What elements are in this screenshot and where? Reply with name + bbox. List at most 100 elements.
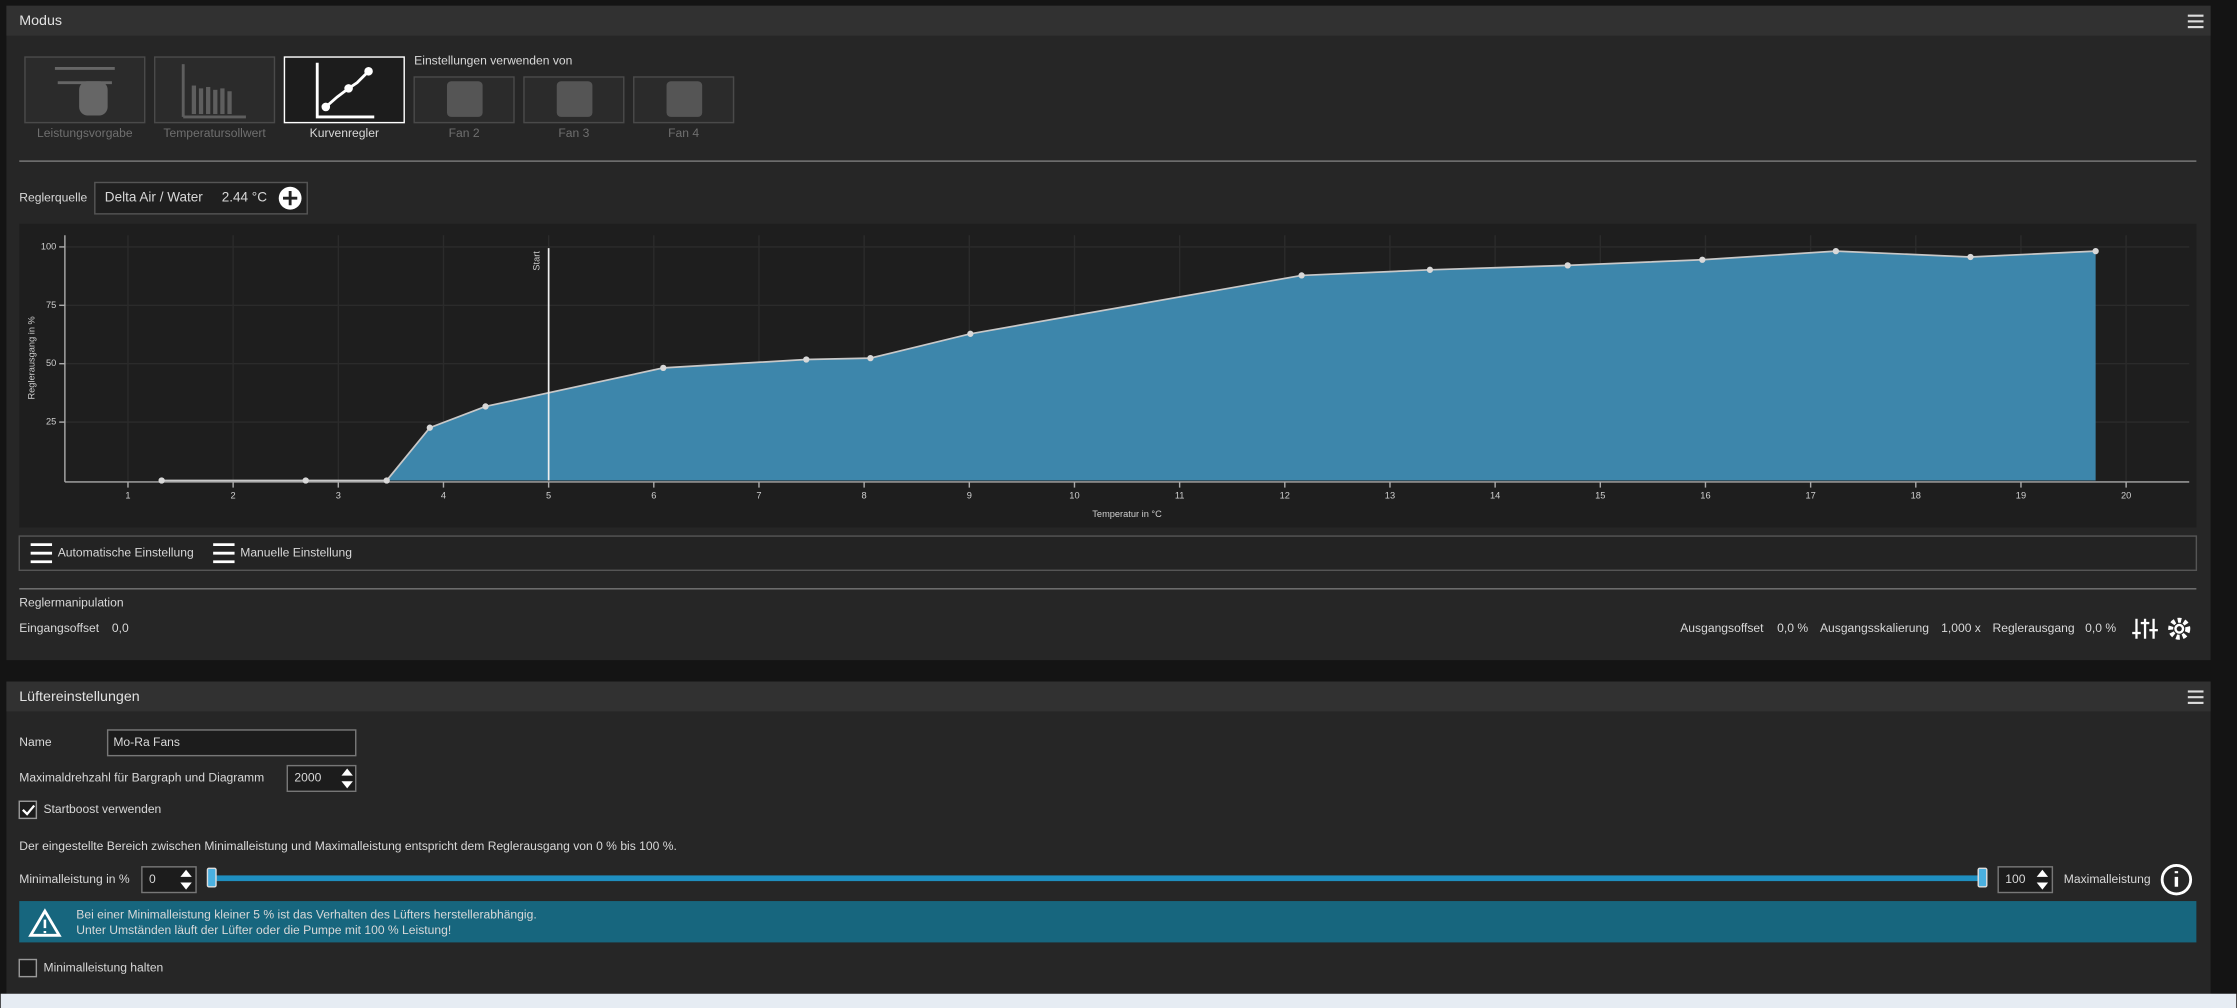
slider-handle[interactable] — [1977, 867, 1988, 888]
x-tick-label: 1 — [125, 491, 130, 501]
menu-icon[interactable] — [2187, 14, 2204, 29]
label: Ausgangsoffset — [1680, 621, 1764, 635]
x-tick-label: 14 — [1490, 491, 1500, 501]
name-input[interactable] — [106, 729, 357, 757]
settings-icon[interactable] — [2168, 617, 2191, 640]
auto-button[interactable]: Automatische Einstellung — [58, 545, 194, 559]
curve-point — [1967, 253, 1974, 261]
taskbar — [0, 993, 2237, 1008]
spinner[interactable] — [2036, 869, 2049, 890]
label: Name — [19, 735, 52, 749]
panel-title: Lüftereinstellungen — [19, 689, 139, 705]
curve-point — [302, 477, 309, 484]
curve-point — [158, 477, 165, 484]
panel-title: Modus — [19, 13, 62, 29]
x-tick-label: 20 — [2121, 491, 2131, 501]
checkbox[interactable] — [18, 958, 38, 978]
panel-header — [6, 5, 2211, 36]
curve-area — [161, 251, 2096, 481]
section-title: Reglermanipulation — [19, 595, 123, 609]
x-tick-label: 17 — [1805, 491, 1815, 501]
warning-text: Bei einer Minimalleistung kleiner 5 % is… — [76, 908, 536, 922]
fan-icon — [666, 81, 703, 117]
fan-label: Fan 2 — [449, 126, 480, 140]
mode-icon — [54, 67, 115, 116]
curve-point — [1564, 262, 1571, 269]
label: Eingangsoffset — [19, 621, 100, 635]
mode-label: Leistungsvorgabe — [37, 126, 133, 140]
source-value: 2.44 °C — [222, 190, 268, 205]
curve-point — [426, 424, 433, 431]
panel-header — [6, 681, 2211, 712]
x-tick-label: 19 — [2016, 491, 2026, 501]
input-value: Mo-Ra Fans — [113, 735, 180, 749]
sliders-icon[interactable] — [2132, 618, 2158, 639]
settings-icon-hole — [2176, 626, 2182, 632]
slider-handle[interactable] — [206, 867, 217, 888]
x-tick-label: 9 — [967, 491, 972, 501]
value: 0,0 % — [1777, 621, 1808, 635]
x-tick-label: 5 — [546, 491, 551, 501]
mode-button-active[interactable] — [283, 56, 405, 124]
curve-point — [1298, 272, 1305, 279]
checkbox[interactable] — [18, 800, 38, 820]
mode-icon — [315, 62, 375, 119]
x-tick-label: 6 — [651, 491, 656, 501]
y-axis-label: Reglerausgang in % — [27, 316, 37, 399]
checkmark — [22, 804, 36, 816]
y-tick-label: 25 — [46, 417, 56, 427]
curve-point — [803, 356, 810, 363]
fan-label: Fan 3 — [558, 126, 589, 140]
y-tick-label: 100 — [41, 241, 56, 251]
info-icon[interactable] — [2160, 863, 2193, 896]
x-tick-label: 12 — [1280, 491, 1290, 501]
x-tick-label: 3 — [336, 491, 341, 501]
x-tick-label: 7 — [756, 491, 761, 501]
value: 1,000 x — [1941, 621, 1981, 635]
rpm-input[interactable] — [286, 764, 357, 792]
curve-point — [1426, 266, 1434, 273]
warning-text: Unter Umständen läuft der Lüfter oder di… — [76, 923, 451, 937]
warning-icon — [28, 908, 62, 937]
x-tick-label: 8 — [862, 491, 867, 501]
curve-point — [2092, 247, 2099, 255]
curve-point — [867, 354, 874, 362]
curve-point — [383, 477, 390, 484]
x-tick-label: 15 — [1595, 491, 1605, 501]
mode-label: Kurvenregler — [310, 126, 379, 140]
spinner[interactable] — [341, 768, 353, 789]
button-bar — [18, 535, 2198, 572]
value: 0,0 % — [2085, 621, 2116, 635]
y-tick-label: 50 — [46, 358, 56, 368]
x-tick-label: 18 — [1911, 491, 1921, 501]
note: Der eingestellte Bereich zwischen Minima… — [19, 839, 677, 853]
value: 0,0 — [112, 621, 129, 635]
slider-track — [211, 875, 1983, 882]
menu-icon — [30, 543, 235, 564]
label: Ausgangsskalierung — [1820, 621, 1929, 635]
fan-icon — [556, 81, 593, 117]
menu-icon[interactable] — [2187, 690, 2204, 704]
fan-label: Fan 4 — [668, 126, 699, 140]
x-tick-label: 13 — [1385, 491, 1395, 501]
manual-button[interactable]: Manuelle Einstellung — [240, 545, 352, 559]
plus-icon — [283, 191, 298, 206]
mode-label: Temperatursollwert — [163, 126, 266, 140]
source-name: Delta Air / Water — [105, 190, 203, 205]
settings-source-label: Einstellungen verwenden von — [414, 54, 572, 68]
fan-buttons — [413, 76, 735, 124]
spinner[interactable] — [180, 869, 192, 890]
input-value: 2000 — [294, 771, 321, 785]
curve-point — [482, 403, 489, 410]
x-tick-label: 11 — [1175, 491, 1185, 501]
x-tick-label: 10 — [1069, 491, 1079, 501]
y-tick-label: 75 — [46, 300, 56, 310]
source-label: Reglerquelle — [19, 190, 87, 204]
x-axis-label: Temperatur in °C — [1092, 509, 1162, 519]
x-tick-label: 16 — [1700, 491, 1710, 501]
start-label: Start — [532, 251, 542, 271]
source-box[interactable] — [94, 181, 308, 215]
x-tick-label: 2 — [231, 491, 236, 501]
